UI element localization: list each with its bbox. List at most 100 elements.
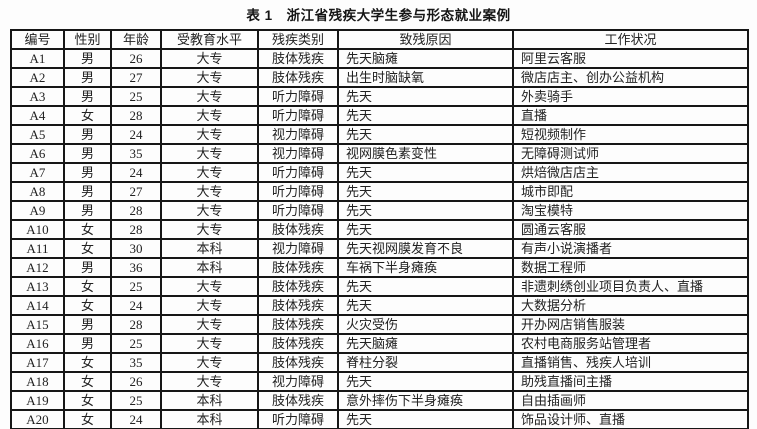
table-cell: 25 — [110, 276, 162, 297]
table-row: A1 男 26 大专 肢体残疾 先天脑瘫 阿里云客服 — [10, 48, 749, 69]
table-row: A18 女 26 大专 视力障碍 先天 助残直播间主播 — [10, 371, 749, 392]
table-header-row: 编号 性别 年龄 受教育水平 残疾类别 致残原因 工作状况 — [10, 29, 749, 50]
table-cell: 短视频制作 — [512, 124, 749, 145]
table-cell: 烘焙微店店主 — [512, 162, 749, 183]
table-row: A8 男 27 大专 听力障碍 先天 城市即配 — [10, 181, 749, 202]
table-cell: 助残直播间主播 — [512, 371, 749, 392]
table-cell: 大专 — [160, 162, 259, 183]
table-cell: A17 — [10, 352, 65, 373]
table-cell: 自由插画师 — [512, 390, 749, 411]
table-cell: A16 — [10, 333, 65, 354]
table-cell: 大专 — [160, 86, 259, 107]
table-cell: A18 — [10, 371, 65, 392]
table-cell: A6 — [10, 143, 65, 164]
table-row: A16 男 25 大专 肢体残疾 先天脑瘫 农村电商服务站管理者 — [10, 333, 749, 354]
table-row: A11 女 30 本科 视力障碍 先天视网膜发育不良 有声小说演播者 — [10, 238, 749, 259]
table-row: A9 男 28 大专 听力障碍 先天 淘宝模特 — [10, 200, 749, 221]
table-cell: 男 — [63, 162, 112, 183]
table-cell: A20 — [10, 409, 65, 429]
table-cell: 男 — [63, 200, 112, 221]
table-cell: 有声小说演播者 — [512, 238, 749, 259]
table-cell: 男 — [63, 181, 112, 202]
table-cell: 大专 — [160, 219, 259, 240]
table-cell: 女 — [63, 352, 112, 373]
table-cell: 25 — [110, 390, 162, 411]
table-cell: 28 — [110, 219, 162, 240]
table-row: A2 男 27 大专 肢体残疾 出生时脑缺氧 微店店主、创办公益机构 — [10, 67, 749, 88]
column-header: 性别 — [63, 29, 112, 50]
table-cell: 24 — [110, 409, 162, 429]
table-cell: 35 — [110, 352, 162, 373]
table-cell: 直播 — [512, 105, 749, 126]
table-cell: 27 — [110, 67, 162, 88]
table-cell: 28 — [110, 200, 162, 221]
table-cell: 女 — [63, 276, 112, 297]
table-row: A13 女 25 大专 肢体残疾 先天 非遗刺绣创业项目负责人、直播 — [10, 276, 749, 297]
table-cell: A15 — [10, 314, 65, 335]
table-cell: 数据工程师 — [512, 257, 749, 278]
table-cell: 视力障碍 — [257, 143, 339, 164]
table-cell: 出生时脑缺氧 — [337, 67, 514, 88]
table-cell: A7 — [10, 162, 65, 183]
table-cell: 男 — [63, 143, 112, 164]
table-cell: 饰品设计师、直播 — [512, 409, 749, 429]
table-row: A17 女 35 大专 肢体残疾 脊柱分裂 直播销售、残疾人培训 — [10, 352, 749, 373]
table-row: A14 女 24 大专 肢体残疾 先天 大数据分析 — [10, 295, 749, 316]
table-cell: 先天 — [337, 181, 514, 202]
table-cell: 火灾受伤 — [337, 314, 514, 335]
table-cell: 25 — [110, 333, 162, 354]
table-row: A12 男 36 本科 肢体残疾 车祸下半身瘫痪 数据工程师 — [10, 257, 749, 278]
table-cell: 淘宝模特 — [512, 200, 749, 221]
table-cell: 非遗刺绣创业项目负责人、直播 — [512, 276, 749, 297]
table-cell: 36 — [110, 257, 162, 278]
table-cell: 先天 — [337, 219, 514, 240]
table-cell: 大专 — [160, 67, 259, 88]
table-cell: 本科 — [160, 409, 259, 429]
table-cell: 男 — [63, 333, 112, 354]
table-cell: 女 — [63, 238, 112, 259]
table-cell: 开办网店销售服装 — [512, 314, 749, 335]
table-cell: A9 — [10, 200, 65, 221]
table-cell: 视力障碍 — [257, 124, 339, 145]
table-cell: 大专 — [160, 333, 259, 354]
table-cell: 先天 — [337, 409, 514, 429]
table-cell: 24 — [110, 295, 162, 316]
table-cell: 先天 — [337, 295, 514, 316]
table-cell: 男 — [63, 257, 112, 278]
table-cell: 先天 — [337, 162, 514, 183]
table-cell: 女 — [63, 390, 112, 411]
table-cell: 先天 — [337, 105, 514, 126]
table-cell: 肢体残疾 — [257, 219, 339, 240]
table-cell: 听力障碍 — [257, 409, 339, 429]
table-cell: 视网膜色素变性 — [337, 143, 514, 164]
table-cell: 男 — [63, 48, 112, 69]
table-cell: 外卖骑手 — [512, 86, 749, 107]
table-cell: 先天 — [337, 371, 514, 392]
table-cell: 28 — [110, 105, 162, 126]
table-cell: 圆通云客服 — [512, 219, 749, 240]
table-cell: 先天 — [337, 124, 514, 145]
table-cell: 28 — [110, 314, 162, 335]
table-cell: 男 — [63, 314, 112, 335]
table-row: A3 男 25 大专 听力障碍 先天 外卖骑手 — [10, 86, 749, 107]
table-cell: 肢体残疾 — [257, 295, 339, 316]
table-cell: 视力障碍 — [257, 238, 339, 259]
table-cell: 女 — [63, 295, 112, 316]
table-cell: 先天脑瘫 — [337, 48, 514, 69]
table-cell: 听力障碍 — [257, 86, 339, 107]
table-cell: 肢体残疾 — [257, 390, 339, 411]
table-cell: 听力障碍 — [257, 105, 339, 126]
table-cell: 30 — [110, 238, 162, 259]
table-cell: 意外摔伤下半身瘫痪 — [337, 390, 514, 411]
table-row: A4 女 28 大专 听力障碍 先天 直播 — [10, 105, 749, 126]
table-cell: A3 — [10, 86, 65, 107]
table-cell: 大专 — [160, 181, 259, 202]
table-cell: 微店店主、创办公益机构 — [512, 67, 749, 88]
table-cell: 城市即配 — [512, 181, 749, 202]
table-cell: 男 — [63, 86, 112, 107]
column-header: 年龄 — [110, 29, 162, 50]
table-cell: 脊柱分裂 — [337, 352, 514, 373]
table-cell: A14 — [10, 295, 65, 316]
table-row: A10 女 28 大专 肢体残疾 先天 圆通云客服 — [10, 219, 749, 240]
